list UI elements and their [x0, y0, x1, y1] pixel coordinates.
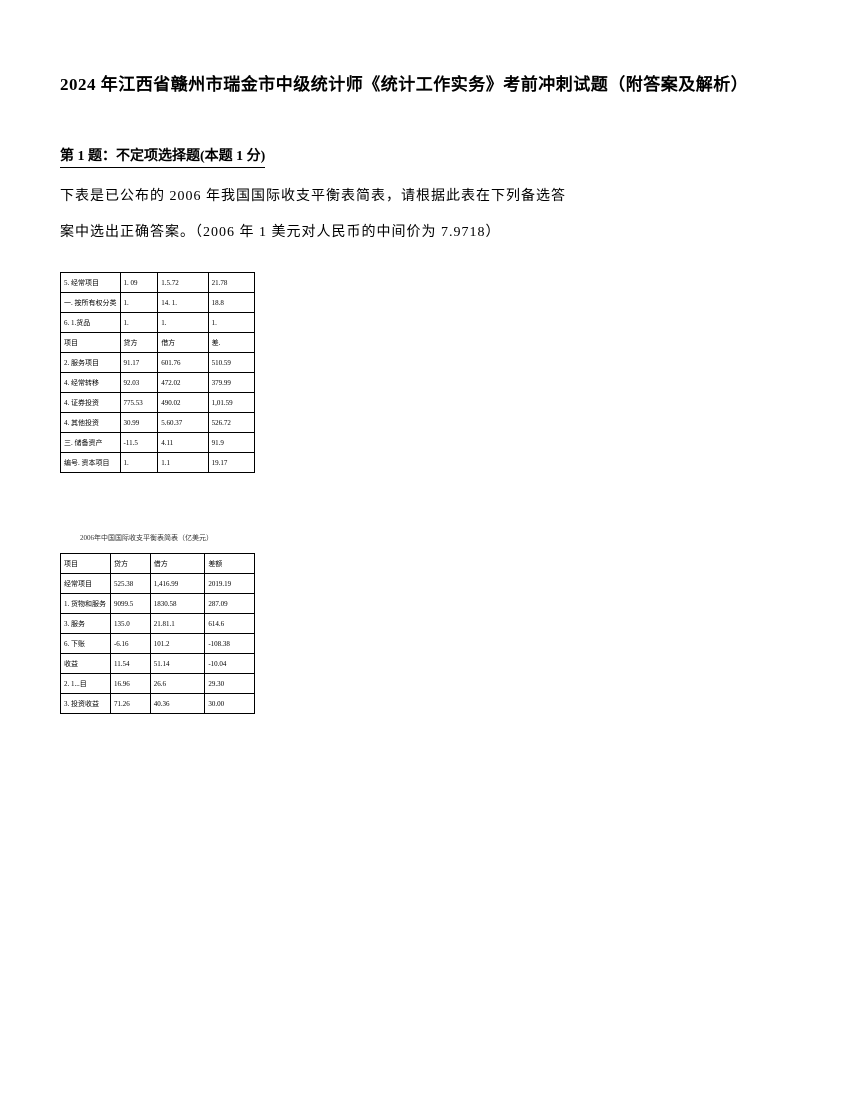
table-cell: 19.17 [208, 453, 254, 473]
table-row: 收益11.5451.14-10.04 [61, 654, 255, 674]
question-line2: 案中选出正确答案。（2006 年 1 美元对人民币的中间价为 7.9718） [60, 219, 790, 247]
table-cell: 1. [120, 293, 158, 313]
table-cell: 编号. 资本项目 [61, 453, 121, 473]
table-cell: 项目 [61, 333, 121, 353]
table-cell: 30.99 [120, 413, 158, 433]
table-cell: 3. 服务 [61, 614, 111, 634]
table-row: 5. 经常项目1. 091.5.7221.78 [61, 273, 255, 293]
table-cell: 1. [120, 453, 158, 473]
table-cell: 1. [208, 313, 254, 333]
table-row: 1. 货物和服务9099.51830.58287.09 [61, 594, 255, 614]
table-cell: 29.30 [205, 674, 255, 694]
table-cell: -6.16 [110, 634, 150, 654]
table-cell: 379.99 [208, 373, 254, 393]
table-cell: 1. 09 [120, 273, 158, 293]
table-cell: 91.9 [208, 433, 254, 453]
table-row: 4. 经常转移92.03472.02379.99 [61, 373, 255, 393]
table-cell: 21.81.1 [150, 614, 205, 634]
table-row: 2. 1...目16.9626.629.30 [61, 674, 255, 694]
table-cell: 项目 [61, 554, 111, 574]
table-cell: 614.6 [205, 614, 255, 634]
table2-title: 2006年中国国际收支平衡表简表（亿美元） [60, 533, 790, 543]
table-cell: 4. 经常转移 [61, 373, 121, 393]
table-cell: 1,01.59 [208, 393, 254, 413]
table-cell: 三. 储备资产 [61, 433, 121, 453]
table-cell: -10.04 [205, 654, 255, 674]
data-table-1: 5. 经常项目1. 091.5.7221.78一. 按所有权分类1.14. 1.… [60, 272, 255, 473]
table-cell: 510.59 [208, 353, 254, 373]
table1-container: 5. 经常项目1. 091.5.7221.78一. 按所有权分类1.14. 1.… [60, 272, 790, 473]
table-cell: 差. [208, 333, 254, 353]
table-cell: 借方 [150, 554, 205, 574]
table-cell: 14. 1. [158, 293, 208, 313]
table-cell: 601.76 [158, 353, 208, 373]
table-cell: 71.26 [110, 694, 150, 714]
table-cell: 1. [120, 313, 158, 333]
table-cell: 526.72 [208, 413, 254, 433]
data-table-2: 项目贷方借方差额经常项目525.381,416.992019.191. 货物和服… [60, 553, 255, 714]
table-cell: 91.17 [120, 353, 158, 373]
table-row: 6. 下账-6.16101.2-108.38 [61, 634, 255, 654]
table-cell: 4. 其他投资 [61, 413, 121, 433]
table-cell: 借方 [158, 333, 208, 353]
table-cell: 2019.19 [205, 574, 255, 594]
table-cell: 6. 1.货品 [61, 313, 121, 333]
table-cell: 1. 货物和服务 [61, 594, 111, 614]
table-cell: 2. 服务项目 [61, 353, 121, 373]
table-cell: 135.0 [110, 614, 150, 634]
table2-container: 项目贷方借方差额经常项目525.381,416.992019.191. 货物和服… [60, 553, 790, 714]
table-cell: 差额 [205, 554, 255, 574]
table-row: 一. 按所有权分类1.14. 1.18.8 [61, 293, 255, 313]
table-cell: 5. 经常项目 [61, 273, 121, 293]
table-cell: 2. 1...目 [61, 674, 111, 694]
table-cell: 一. 按所有权分类 [61, 293, 121, 313]
table-cell: 1. [158, 313, 208, 333]
table-cell: 92.03 [120, 373, 158, 393]
table-cell: 贷方 [110, 554, 150, 574]
table-cell: 经常项目 [61, 574, 111, 594]
table-cell: 472.02 [158, 373, 208, 393]
table-row: 项目贷方借方差额 [61, 554, 255, 574]
table-row: 4. 其他投资30.995.60.37526.72 [61, 413, 255, 433]
table-cell: 收益 [61, 654, 111, 674]
table-cell: 9099.5 [110, 594, 150, 614]
question-line1: 下表是已公布的 2006 年我国国际收支平衡表简表，请根据此表在下列备选答 [60, 183, 790, 211]
table-cell: 4.11 [158, 433, 208, 453]
table-cell: 26.6 [150, 674, 205, 694]
table-cell: 3. 投资收益 [61, 694, 111, 714]
table-cell: 525.38 [110, 574, 150, 594]
table-row: 经常项目525.381,416.992019.19 [61, 574, 255, 594]
table-row: 6. 1.货品1.1.1. [61, 313, 255, 333]
table-cell: 51.14 [150, 654, 205, 674]
table-cell: 1.5.72 [158, 273, 208, 293]
table-cell: 21.78 [208, 273, 254, 293]
table-cell: 16.96 [110, 674, 150, 694]
table-row: 3. 服务135.021.81.1614.6 [61, 614, 255, 634]
table-cell: -108.38 [205, 634, 255, 654]
table-cell: 287.09 [205, 594, 255, 614]
table-row: 编号. 资本项目1.1.119.17 [61, 453, 255, 473]
table-cell: -11.5 [120, 433, 158, 453]
table-cell: 18.8 [208, 293, 254, 313]
table-cell: 贷方 [120, 333, 158, 353]
table-row: 三. 储备资产-11.54.1191.9 [61, 433, 255, 453]
table-row: 3. 投资收益71.2640.3630.00 [61, 694, 255, 714]
table-cell: 101.2 [150, 634, 205, 654]
table-cell: 11.54 [110, 654, 150, 674]
table-cell: 5.60.37 [158, 413, 208, 433]
table-cell: 1,416.99 [150, 574, 205, 594]
table-row: 项目贷方借方差. [61, 333, 255, 353]
table-cell: 1.1 [158, 453, 208, 473]
table-cell: 490.02 [158, 393, 208, 413]
table-row: 4. 证券投资775.53490.021,01.59 [61, 393, 255, 413]
table-cell: 775.53 [120, 393, 158, 413]
question-header: 第 1 题：不定项选择题(本题 1 分) [60, 145, 265, 168]
table-cell: 6. 下账 [61, 634, 111, 654]
table-cell: 30.00 [205, 694, 255, 714]
table-cell: 40.36 [150, 694, 205, 714]
page-title: 2024 年江西省赣州市瑞金市中级统计师《统计工作实务》考前冲刺试题（附答案及解… [60, 70, 790, 95]
table-row: 2. 服务项目91.17601.76510.59 [61, 353, 255, 373]
table-cell: 4. 证券投资 [61, 393, 121, 413]
table-cell: 1830.58 [150, 594, 205, 614]
